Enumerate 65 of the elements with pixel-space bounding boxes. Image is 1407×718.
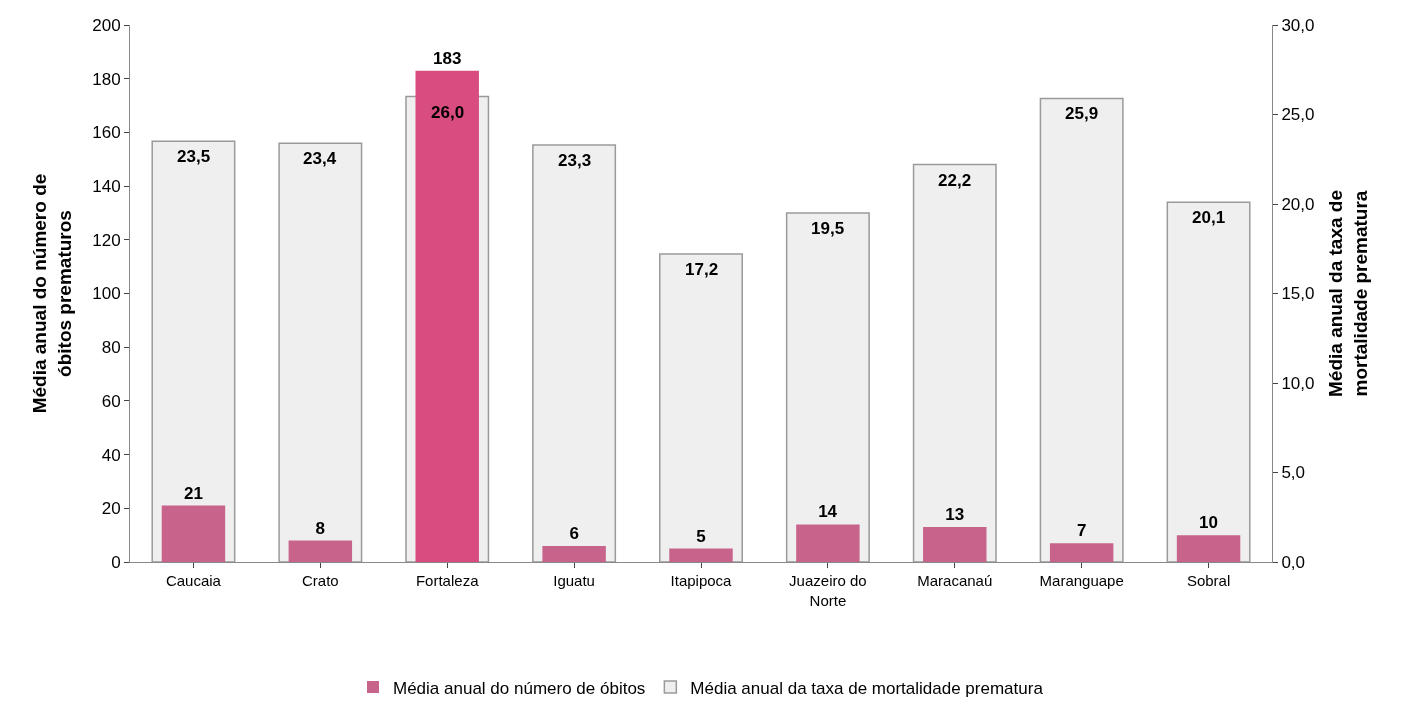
y2-axis-title: Média anual da taxa de mortalidade prematura	[1325, 190, 1371, 397]
bar	[669, 548, 733, 562]
bar	[1176, 535, 1241, 562]
data-label: 23,4	[303, 149, 337, 168]
bar	[659, 253, 743, 562]
y-tick-label: 180	[92, 69, 121, 89]
data-label: 13	[945, 505, 965, 525]
x-tick-label: Itapipoca	[670, 572, 733, 589]
bar	[288, 540, 353, 562]
bar	[785, 212, 870, 562]
legend-label: Média anual da taxa de mortalidade prematura	[690, 678, 1044, 698]
data-label: 17,2	[685, 260, 719, 279]
data-label: 23,5	[177, 147, 211, 166]
data-label: 21	[183, 483, 203, 503]
data-label: 7	[1076, 521, 1087, 541]
y-tick-label: 0	[111, 552, 121, 572]
x-tick-label: Crato	[301, 572, 339, 589]
x-tick-label: Sobral	[1186, 572, 1231, 589]
data-label: 22,2	[938, 171, 972, 190]
bar	[151, 140, 236, 562]
y-tick-label: 120	[92, 230, 121, 250]
data-label: 19,5	[811, 219, 845, 238]
x-tick-label: Iguatu	[553, 572, 595, 589]
data-label: 23,3	[558, 151, 592, 170]
data-label: 10	[1199, 513, 1219, 533]
data-label: 20,1	[1192, 208, 1226, 227]
data-label: 26,0	[431, 103, 465, 122]
bar	[912, 163, 997, 562]
data-label: 14	[818, 502, 838, 522]
y-tick-label: 100	[92, 284, 121, 304]
data-label: 6	[569, 523, 579, 543]
y-axis-title: Média anual do número de óbitos prematuros	[29, 173, 76, 414]
x-tick-label: Caucaia	[165, 572, 222, 589]
y2-tick-label: 25,0	[1281, 105, 1315, 125]
y-tick-label: 40	[101, 445, 121, 465]
bar	[542, 545, 606, 562]
y-tick-label: 200	[92, 15, 121, 35]
bar	[278, 142, 363, 562]
y2-tick-label: 10,0	[1281, 373, 1315, 393]
y2-tick-label: 5,0	[1281, 463, 1306, 483]
bar	[1039, 97, 1124, 562]
x-tick-label: Juazeiro do Norte	[789, 572, 867, 609]
data-label: 5	[696, 526, 706, 546]
y-tick-label: 160	[92, 123, 121, 143]
bar	[923, 527, 987, 562]
y2-tick-label: 15,0	[1281, 284, 1315, 304]
bar	[532, 144, 617, 562]
y2-tick-label: 20,0	[1281, 194, 1315, 214]
data-label: 8	[315, 518, 326, 538]
x-tick-label: Maranguape	[1039, 572, 1124, 589]
x-tick-label: Fortaleza	[415, 572, 480, 589]
legend-label: Média anual do número de óbitos	[393, 678, 646, 698]
y2-tick-label: 0,0	[1281, 552, 1306, 572]
bar	[1049, 543, 1114, 562]
data-label: 25,9	[1065, 104, 1099, 123]
data-label: 183	[433, 48, 462, 68]
x-tick-label: Maracanaú	[917, 572, 993, 589]
y-tick-label: 60	[101, 391, 121, 411]
y2-tick-label: 30,0	[1281, 15, 1315, 35]
y-tick-label: 140	[92, 177, 121, 197]
y-tick-label: 80	[101, 338, 121, 358]
bar	[161, 505, 226, 562]
bar	[1166, 201, 1251, 562]
bar	[796, 524, 860, 562]
y-tick-label: 20	[101, 499, 121, 519]
